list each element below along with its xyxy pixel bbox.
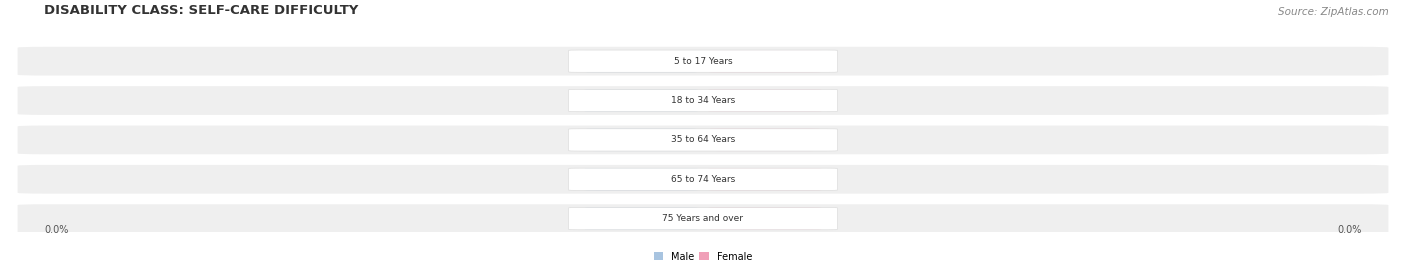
- Text: 75 Years and over: 75 Years and over: [662, 214, 744, 223]
- Text: 0.0%: 0.0%: [630, 96, 652, 105]
- FancyBboxPatch shape: [568, 207, 838, 230]
- FancyBboxPatch shape: [568, 89, 838, 112]
- FancyBboxPatch shape: [709, 89, 821, 112]
- Text: 5 to 17 Years: 5 to 17 Years: [673, 57, 733, 66]
- Text: 0.0%: 0.0%: [630, 175, 652, 184]
- Text: 0.0%: 0.0%: [45, 225, 69, 235]
- Text: 0.0%: 0.0%: [754, 96, 776, 105]
- Text: 0.0%: 0.0%: [630, 214, 652, 223]
- Text: 0.0%: 0.0%: [754, 57, 776, 66]
- FancyBboxPatch shape: [18, 86, 1388, 115]
- Text: 0.0%: 0.0%: [754, 214, 776, 223]
- FancyBboxPatch shape: [18, 126, 1388, 154]
- FancyBboxPatch shape: [585, 129, 697, 151]
- FancyBboxPatch shape: [568, 129, 838, 151]
- FancyBboxPatch shape: [709, 50, 821, 72]
- Text: 18 to 34 Years: 18 to 34 Years: [671, 96, 735, 105]
- Text: 0.0%: 0.0%: [754, 175, 776, 184]
- Text: 65 to 74 Years: 65 to 74 Years: [671, 175, 735, 184]
- FancyBboxPatch shape: [18, 165, 1388, 194]
- Text: 0.0%: 0.0%: [630, 57, 652, 66]
- FancyBboxPatch shape: [709, 207, 821, 230]
- FancyBboxPatch shape: [709, 168, 821, 190]
- FancyBboxPatch shape: [568, 168, 838, 190]
- Legend: Male, Female: Male, Female: [650, 248, 756, 266]
- Text: DISABILITY CLASS: SELF-CARE DIFFICULTY: DISABILITY CLASS: SELF-CARE DIFFICULTY: [45, 4, 359, 17]
- Text: 0.0%: 0.0%: [754, 135, 776, 144]
- FancyBboxPatch shape: [585, 50, 697, 72]
- Text: 0.0%: 0.0%: [630, 135, 652, 144]
- Text: Source: ZipAtlas.com: Source: ZipAtlas.com: [1278, 7, 1388, 17]
- FancyBboxPatch shape: [585, 89, 697, 112]
- FancyBboxPatch shape: [18, 204, 1388, 233]
- Text: 35 to 64 Years: 35 to 64 Years: [671, 135, 735, 144]
- FancyBboxPatch shape: [709, 129, 821, 151]
- FancyBboxPatch shape: [568, 50, 838, 72]
- Text: 0.0%: 0.0%: [1337, 225, 1361, 235]
- FancyBboxPatch shape: [585, 207, 697, 230]
- FancyBboxPatch shape: [18, 47, 1388, 76]
- FancyBboxPatch shape: [585, 168, 697, 190]
